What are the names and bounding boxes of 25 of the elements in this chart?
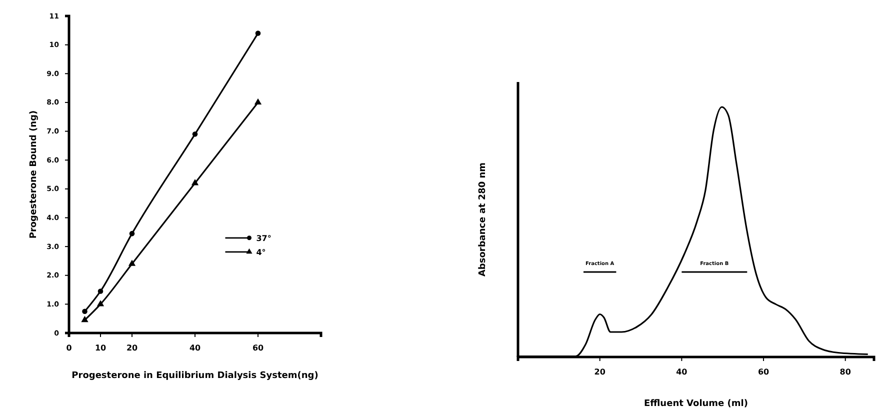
point	[81, 316, 88, 322]
point	[254, 98, 262, 105]
x-tick-label: 0	[66, 344, 72, 353]
point	[128, 260, 136, 266]
x-tick-label: 60	[252, 344, 264, 353]
point	[82, 308, 88, 314]
x-tick-label: 80	[840, 368, 852, 377]
x-tick-label: 60	[758, 368, 770, 377]
x-tick-label: 20	[594, 368, 606, 377]
x-tick-label: 10	[94, 344, 106, 353]
point	[191, 179, 199, 186]
point	[192, 132, 198, 137]
point	[255, 30, 261, 36]
point	[96, 300, 104, 306]
y-axis-title: Absorbance at 280 nm	[478, 162, 488, 277]
x-tick-label: 40	[189, 344, 201, 353]
x-axis-title: Progesterone in Equilibrium Dialysis System(ng)	[72, 371, 318, 381]
point	[98, 288, 104, 294]
x-tick-label: 20	[126, 344, 138, 353]
x-axis-title: Effluent Volume (ml)	[644, 399, 748, 409]
y-axis-title: Progesterone Bound (ng)	[29, 110, 39, 239]
legend-label: 37°	[256, 234, 272, 243]
point	[129, 230, 135, 236]
x-tick-label: 40	[676, 368, 688, 377]
legend-label: 4°	[256, 248, 266, 257]
